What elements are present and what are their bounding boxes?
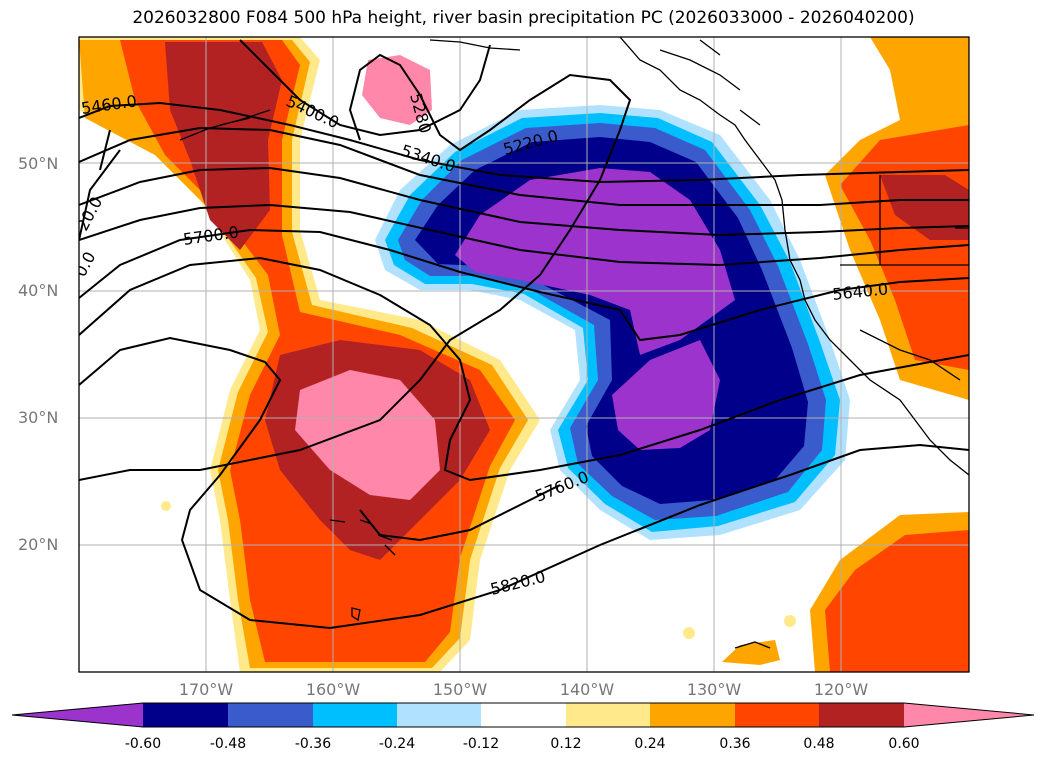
colorbar-tick-label: -0.60: [124, 736, 162, 752]
contour-label: 0.0: [71, 248, 100, 279]
longitude-label: 160°W: [305, 680, 361, 699]
colorbar-segment: [735, 703, 819, 727]
contour-label: 5820.0: [488, 567, 547, 599]
colorbar: [11, 702, 1035, 728]
latitude-label: 20°N: [18, 535, 59, 554]
isolated-positive-spot: [161, 501, 171, 511]
colorbar-segment: [481, 703, 566, 727]
colorbar-tick-label: 0.24: [634, 736, 666, 752]
positive-anomaly-northeast: [825, 37, 969, 400]
map-title: 2026032800 F084 500 hPa height, river ba…: [132, 8, 915, 28]
colorbar-segment: [143, 703, 228, 727]
colorbar-tick-label: -0.36: [294, 736, 332, 752]
colorbar-tick-label: -0.48: [209, 736, 247, 752]
colorbar-tick-label: 0.36: [719, 736, 751, 752]
latitude-label: 40°N: [18, 281, 59, 300]
colorbar-segment: [228, 703, 313, 727]
contour-label: 5760.0: [532, 467, 591, 506]
map-field: 5460.0 5400.0 5280 5220.0 5340.0 5700.0 …: [71, 37, 969, 672]
latitude-label: 30°N: [18, 408, 59, 427]
colorbar-tick-label: 0.12: [550, 736, 582, 752]
colorbar-extend-right: [904, 703, 1034, 727]
colorbar-segment: [397, 703, 481, 727]
colorbar-tick-label: 0.48: [803, 736, 835, 752]
map-frame: [78, 36, 970, 673]
contour-label: 20.0: [73, 194, 107, 234]
coastlines: [179, 37, 969, 649]
longitude-label: 150°W: [432, 680, 488, 699]
longitude-label: 130°W: [686, 680, 742, 699]
height-contours: [79, 39, 969, 630]
negative-anomaly-central: [375, 105, 850, 540]
gridlines: [79, 37, 969, 672]
colorbar-tick-label: -0.12: [462, 736, 500, 752]
colorbar-segment: [313, 703, 397, 727]
colorbar-extend-left: [12, 703, 143, 727]
longitude-label: 170°W: [178, 680, 234, 699]
positive-anomaly-west: [79, 37, 540, 672]
colorbar-segment: [566, 703, 650, 727]
positive-anomaly-southeast: [722, 512, 969, 672]
latitude-label: 50°N: [18, 154, 59, 173]
colorbar-segment: [819, 703, 904, 727]
longitude-label: 140°W: [559, 680, 615, 699]
colorbar-outline: [11, 702, 1035, 728]
colorbar-segment: [650, 703, 735, 727]
colorbar-tick-label: -0.24: [378, 736, 416, 752]
colorbar-tick-label: 0.60: [888, 736, 920, 752]
isolated-positive-spot: [784, 615, 796, 627]
longitude-label: 120°W: [813, 680, 869, 699]
isolated-positive-spot: [683, 627, 695, 639]
